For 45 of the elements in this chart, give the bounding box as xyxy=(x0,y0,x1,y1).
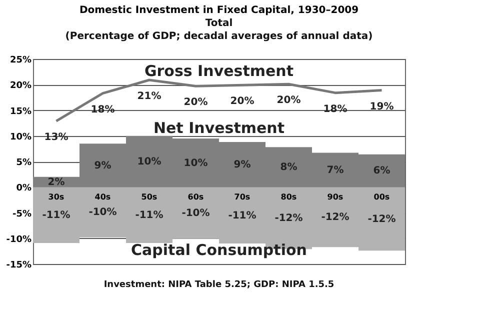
x-tick-label: 90s xyxy=(327,192,344,202)
series-label: Gross Investment xyxy=(144,62,294,80)
data-label: -12% xyxy=(368,214,396,225)
x-tick-label: 70s xyxy=(234,192,250,202)
x-tick-label: 80s xyxy=(280,192,297,202)
y-tick-label: 25% xyxy=(10,56,32,66)
y-tick-label: 5% xyxy=(16,158,32,168)
data-label: 19% xyxy=(370,101,394,112)
data-label: -12% xyxy=(321,212,350,224)
chart-subtitle: Total xyxy=(205,18,233,29)
data-label: -11% xyxy=(228,210,256,222)
data-label: 8% xyxy=(280,162,298,174)
chart-title: Domestic Investment in Fixed Capital, 1930–2009 xyxy=(79,5,359,16)
x-tick-label: 30s xyxy=(48,192,64,202)
series-label: Net Investment xyxy=(153,118,285,137)
y-tick-label: -10% xyxy=(6,234,32,245)
data-label: 10% xyxy=(184,158,208,169)
data-label: 21% xyxy=(137,91,162,102)
y-tick-label: 0% xyxy=(16,184,32,194)
data-label: 20% xyxy=(184,97,208,108)
data-label: -11% xyxy=(135,210,164,222)
text: Investment: NIPA Table 5.25; GDP: NIPA 1.5.5 xyxy=(104,280,334,290)
data-label: 9% xyxy=(234,160,251,171)
y-tick-label: -5% xyxy=(12,209,32,220)
x-tick-label: 50s xyxy=(141,192,158,202)
data-label: 20% xyxy=(230,96,254,108)
data-label: -10% xyxy=(88,207,117,218)
data-label: -10% xyxy=(182,208,210,220)
x-tick-label: 60s xyxy=(188,192,204,202)
y-tick-label: -15% xyxy=(6,260,32,270)
text: (Percentage of GDP; decadal averages of annual data) xyxy=(65,31,373,42)
x-tick-label: 40s xyxy=(94,192,111,202)
data-label: 7% xyxy=(326,164,344,176)
y-tick-label: 15% xyxy=(10,106,32,117)
data-label: -12% xyxy=(274,213,303,224)
y-tick-label: 20% xyxy=(10,81,32,92)
data-label: 2% xyxy=(48,177,65,188)
data-label: -11% xyxy=(42,210,70,222)
series-label: Capital Consumption xyxy=(131,241,307,259)
x-tick-label: 00s xyxy=(374,192,390,202)
data-label: 9% xyxy=(94,160,112,172)
data-label: 6% xyxy=(373,166,390,177)
data-label: 10% xyxy=(137,156,162,168)
data-label: 20% xyxy=(276,95,301,106)
y-tick-label: 10% xyxy=(10,132,32,142)
